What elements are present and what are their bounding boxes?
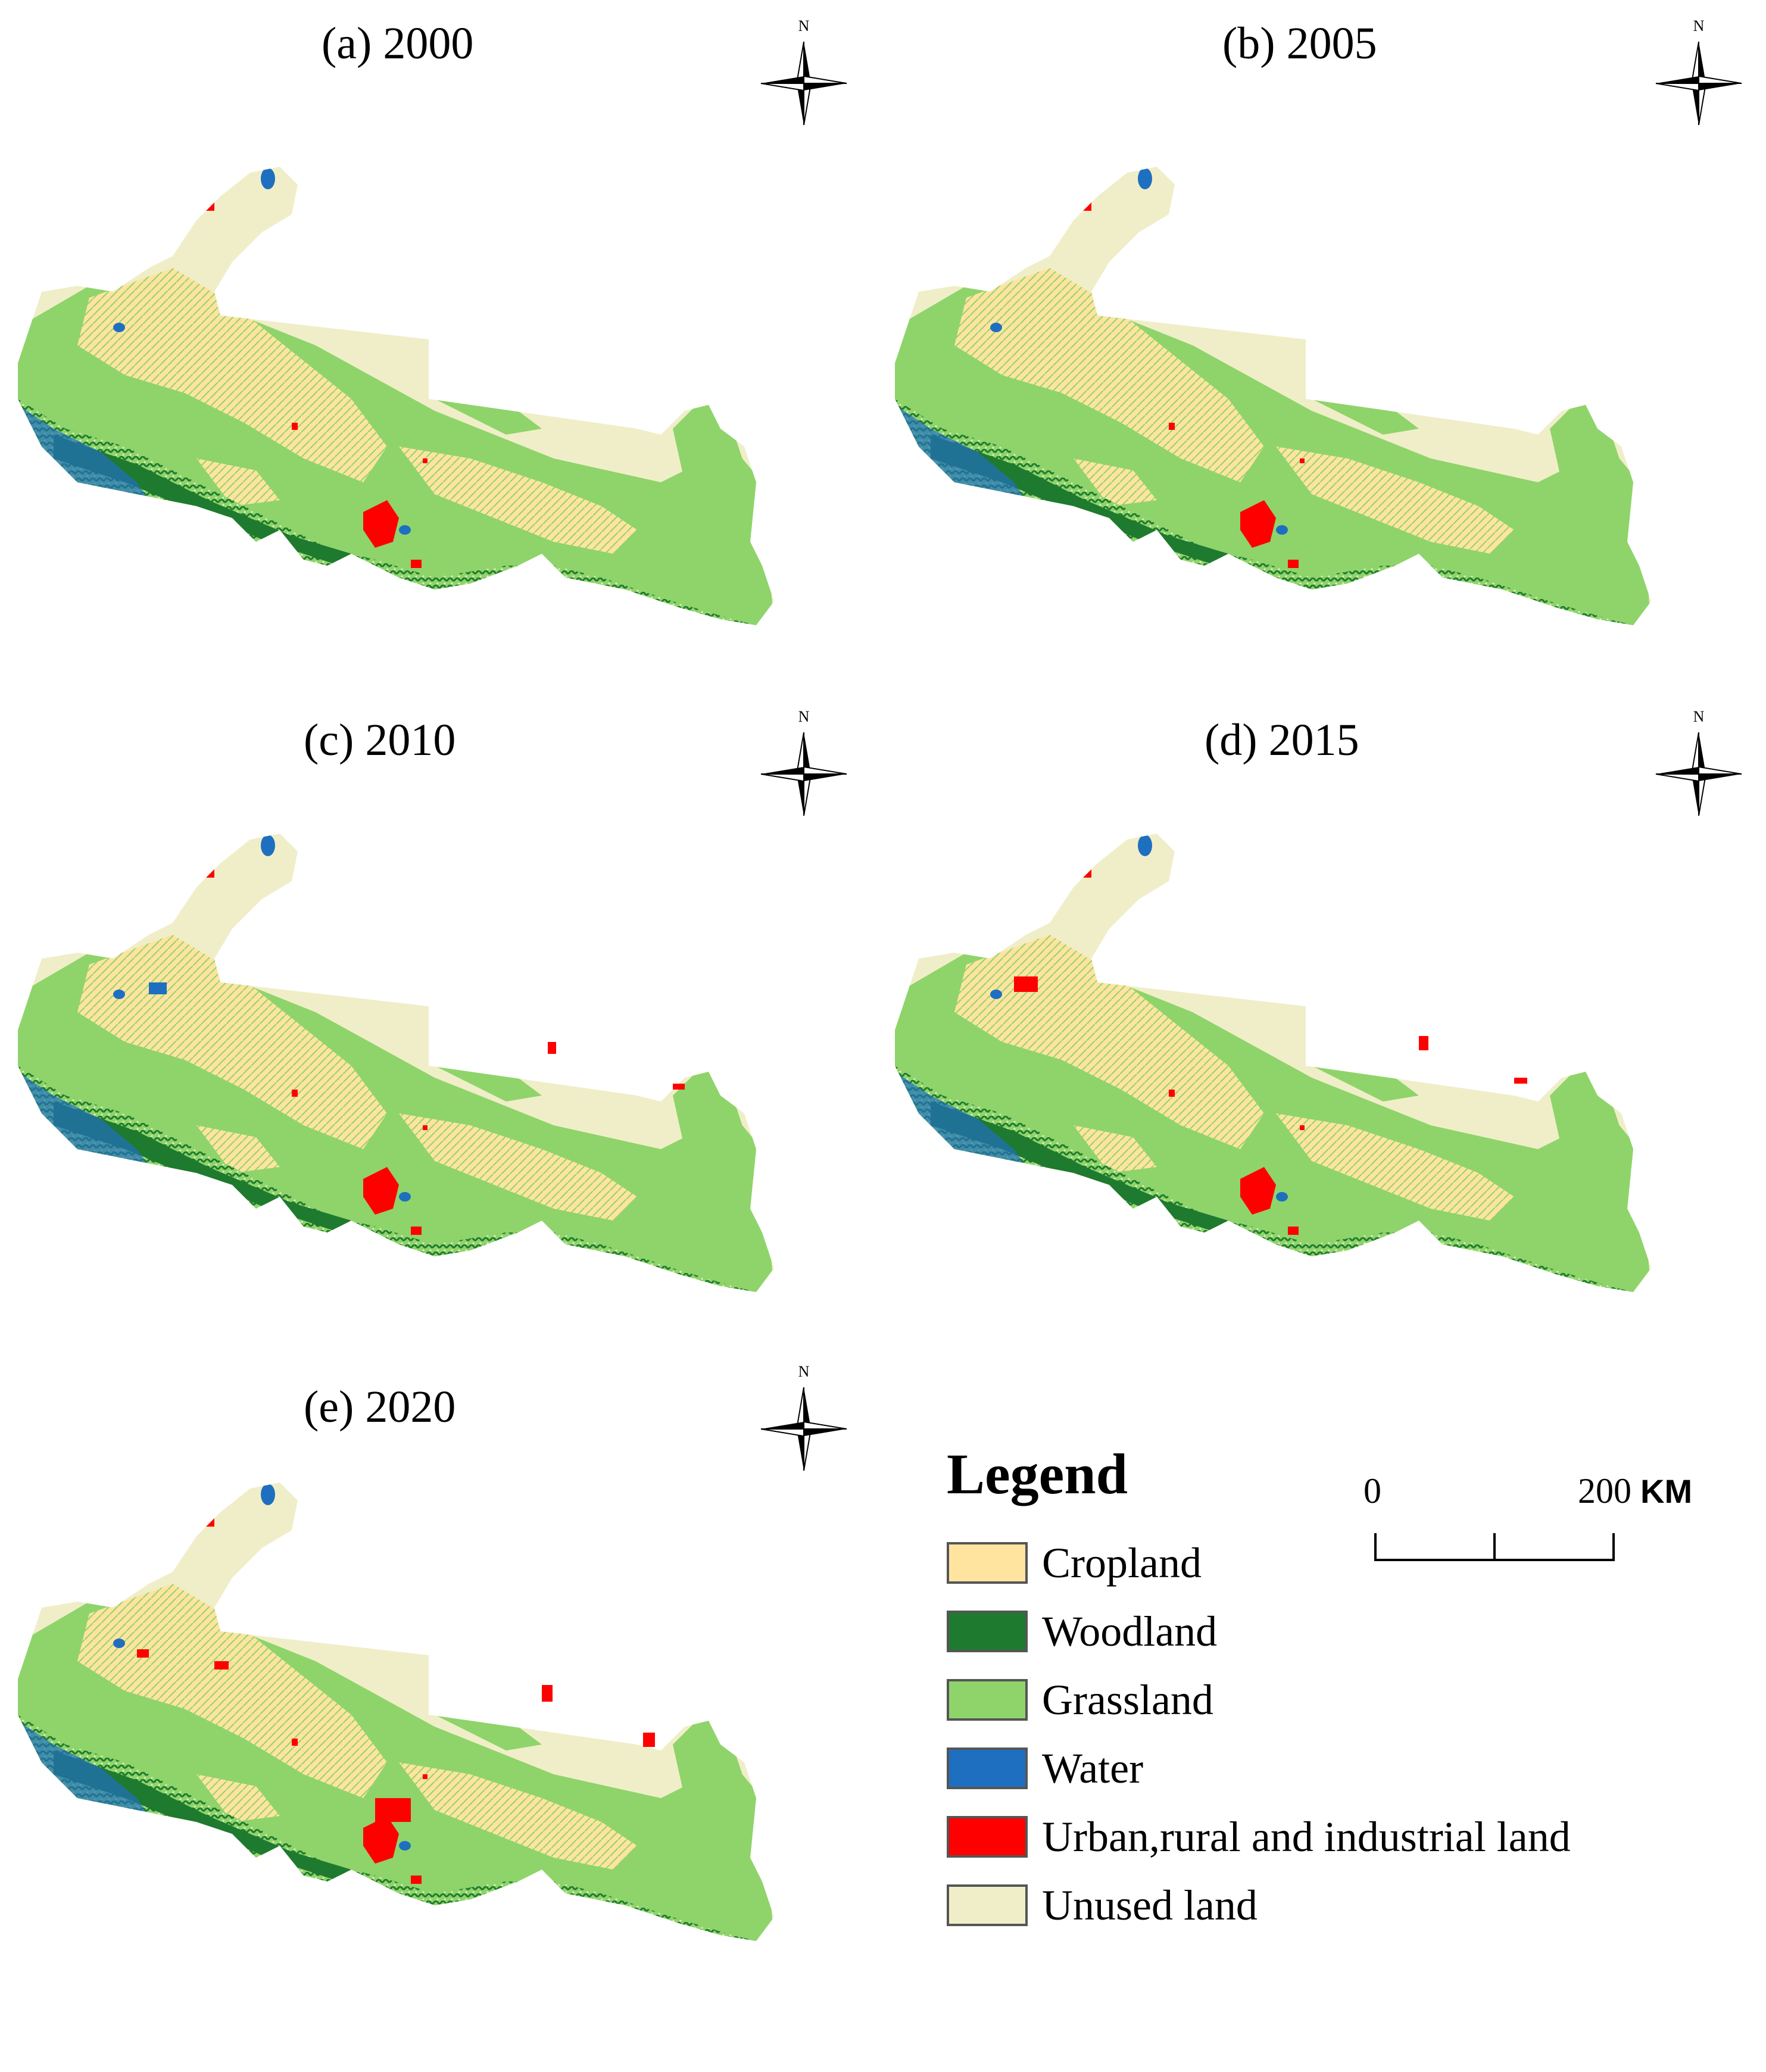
legend-swatch — [947, 1679, 1028, 1721]
north-arrow-icon: N — [1651, 708, 1746, 845]
scale-bar-line — [1374, 1533, 1615, 1561]
panel-title: (c) 2010 — [304, 715, 456, 765]
north-label: N — [798, 1363, 810, 1380]
legend-label: Urban,rural and industrial land — [1042, 1813, 1571, 1861]
north-arrow-icon: N — [756, 708, 851, 845]
panel-title: (e) 2020 — [304, 1382, 456, 1432]
north-label: N — [1693, 18, 1705, 35]
legend-swatch — [947, 1816, 1028, 1858]
map-panel-a: (a) 2000 N — [0, 0, 883, 691]
legend: Legend Cropland Woodland Grassland Water… — [947, 1441, 1721, 1941]
map-panel-d: (d) 2015 N — [883, 691, 1766, 1381]
land-use-map — [18, 816, 792, 1292]
legend-label: Cropland — [1042, 1539, 1202, 1587]
land-use-map — [895, 816, 1669, 1292]
land-use-map — [18, 1465, 792, 1941]
panel-title: (a) 2000 — [322, 18, 474, 68]
north-label: N — [798, 18, 810, 35]
panel-title: (b) 2005 — [1222, 18, 1377, 68]
land-use-map — [895, 149, 1669, 625]
scale-end-value: 200 — [1578, 1471, 1631, 1511]
north-label: N — [1693, 709, 1705, 725]
legend-label: Water — [1042, 1745, 1144, 1792]
map-panel-c: (c) 2010 N — [0, 691, 883, 1381]
legend-swatch — [947, 1884, 1028, 1926]
legend-label: Unused land — [1042, 1881, 1258, 1929]
panel-title: (d) 2015 — [1205, 715, 1359, 765]
scale-start-label: 0 — [1363, 1471, 1381, 1511]
legend-swatch — [947, 1542, 1028, 1584]
legend-swatch — [947, 1611, 1028, 1652]
north-arrow-icon: N — [756, 17, 851, 155]
legend-label: Woodland — [1042, 1608, 1218, 1655]
north-arrow-icon: N — [1651, 17, 1746, 155]
legend-swatch — [947, 1748, 1028, 1789]
scale-unit: KM — [1640, 1472, 1693, 1510]
scale-end-label: 200 KM — [1578, 1471, 1692, 1512]
north-arrow-icon: N — [756, 1363, 851, 1500]
map-panel-e: (e) 2020 N — [0, 1363, 883, 2072]
legend-title: Legend — [947, 1442, 1128, 1506]
land-use-map — [18, 149, 792, 625]
map-panel-b: (b) 2005 N — [883, 0, 1766, 691]
north-label: N — [798, 709, 810, 725]
legend-label: Grassland — [1042, 1676, 1213, 1724]
scale-bar: 0 200 KM — [1363, 1471, 1745, 1572]
